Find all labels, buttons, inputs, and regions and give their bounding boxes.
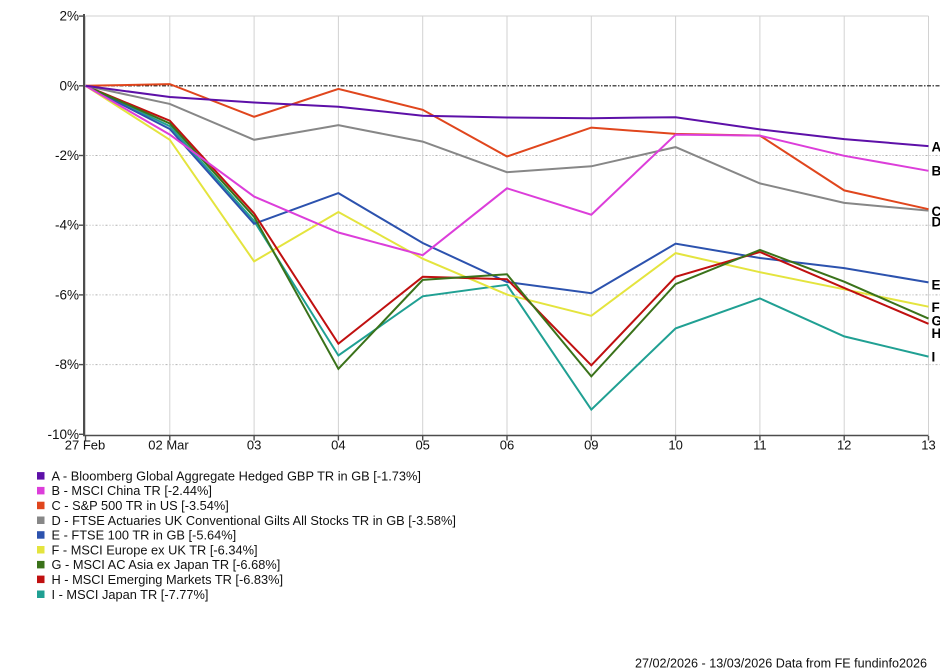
svg-text:11: 11 bbox=[753, 438, 767, 453]
svg-text:-4%: -4% bbox=[55, 218, 79, 233]
svg-text:C - S&P 500 TR in US [-3.54%]: C - S&P 500 TR in US [-3.54%] bbox=[52, 498, 229, 513]
svg-text:H - MSCI Emerging Markets TR [: H - MSCI Emerging Markets TR [-6.83%] bbox=[52, 572, 284, 587]
svg-text:-8%: -8% bbox=[55, 357, 79, 372]
svg-text:A - Bloomberg Global Aggregate: A - Bloomberg Global Aggregate Hedged GB… bbox=[52, 468, 421, 483]
svg-text:27/02/2026 - 13/03/2026 Data f: 27/02/2026 - 13/03/2026 Data from FE fun… bbox=[635, 657, 927, 671]
svg-text:F - MSCI Europe ex UK TR [-6.3: F - MSCI Europe ex UK TR [-6.34%] bbox=[52, 542, 258, 557]
svg-text:C: C bbox=[932, 204, 940, 219]
svg-text:05: 05 bbox=[415, 438, 429, 453]
svg-text:06: 06 bbox=[500, 438, 514, 453]
svg-text:D: D bbox=[932, 215, 940, 230]
svg-text:-10%: -10% bbox=[47, 427, 79, 442]
svg-text:13: 13 bbox=[921, 438, 935, 453]
svg-text:02 Mar: 02 Mar bbox=[148, 438, 189, 453]
svg-text:09: 09 bbox=[584, 438, 598, 453]
svg-text:G - MSCI AC Asia ex Japan TR [: G - MSCI AC Asia ex Japan TR [-6.68%] bbox=[52, 557, 281, 572]
svg-text:04: 04 bbox=[331, 438, 345, 453]
svg-text:B - MSCI China TR [-2.44%]: B - MSCI China TR [-2.44%] bbox=[52, 483, 213, 498]
svg-text:-6%: -6% bbox=[55, 287, 79, 302]
svg-text:03: 03 bbox=[247, 438, 261, 453]
svg-text:E: E bbox=[932, 278, 940, 293]
svg-text:27 Feb: 27 Feb bbox=[65, 438, 105, 453]
svg-text:D - FTSE Actuaries UK Conventi: D - FTSE Actuaries UK Conventional Gilts… bbox=[52, 513, 456, 528]
svg-text:B: B bbox=[932, 164, 940, 179]
svg-text:2%: 2% bbox=[59, 9, 79, 24]
svg-text:12: 12 bbox=[837, 438, 851, 453]
svg-text:H: H bbox=[932, 326, 940, 341]
svg-text:A: A bbox=[932, 139, 940, 154]
svg-text:10: 10 bbox=[668, 438, 682, 453]
svg-text:F: F bbox=[932, 300, 940, 315]
svg-text:I: I bbox=[932, 350, 936, 365]
svg-text:-2%: -2% bbox=[55, 148, 79, 163]
svg-text:G: G bbox=[932, 314, 940, 329]
svg-text:E - FTSE 100 TR in GB [-5.64%]: E - FTSE 100 TR in GB [-5.64%] bbox=[52, 528, 237, 543]
svg-text:0%: 0% bbox=[59, 78, 79, 93]
svg-text:I - MSCI Japan TR [-7.77%]: I - MSCI Japan TR [-7.77%] bbox=[52, 587, 209, 602]
